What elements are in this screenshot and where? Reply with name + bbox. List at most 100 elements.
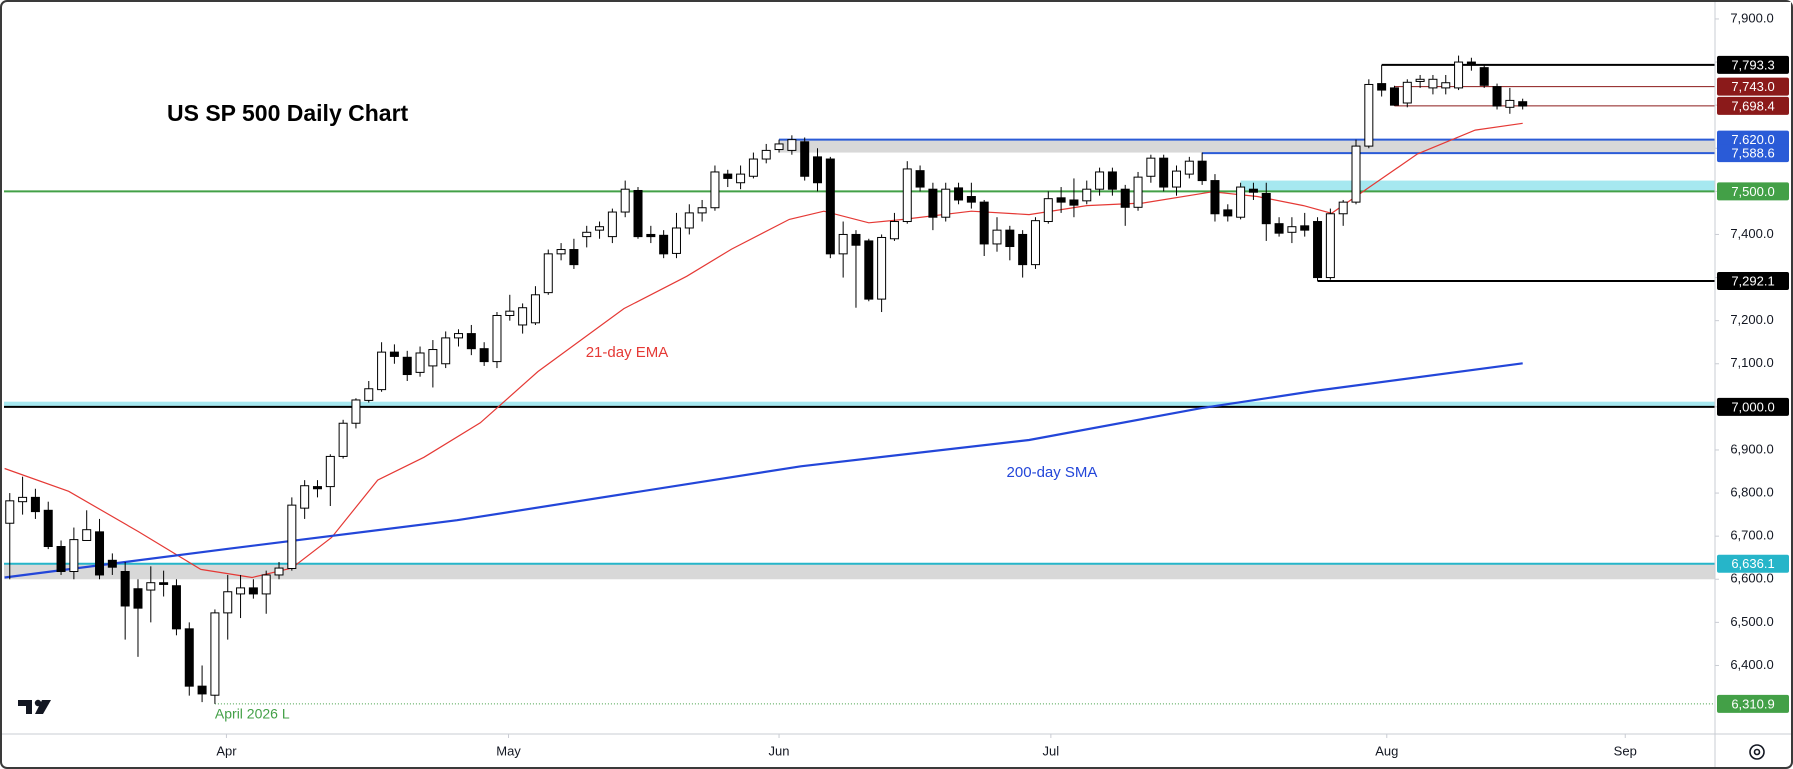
candle-body <box>5 500 15 524</box>
candle-body <box>646 233 656 238</box>
price-tag <box>1717 182 1789 201</box>
plot-area: April 2026 L 21-day EMA 200-day SMA <box>4 55 1715 722</box>
candle-body <box>223 591 233 614</box>
candle-body <box>492 314 502 363</box>
candle-body <box>1351 145 1361 203</box>
candle-body <box>825 158 835 255</box>
candle-body <box>633 189 643 238</box>
candle-body <box>838 233 848 255</box>
candle-body <box>338 422 348 457</box>
x-tick-label: May <box>496 743 521 758</box>
y-tick-label: 6,800.0 <box>1730 485 1773 500</box>
x-tick-label: Apr <box>216 743 237 758</box>
price-tag <box>1717 554 1789 573</box>
candle-body <box>1402 81 1412 104</box>
candle-body <box>928 188 938 218</box>
price-tag <box>1717 55 1789 74</box>
candle-body <box>569 249 579 266</box>
price-tag-label: 6,636.1 <box>1731 556 1774 571</box>
candle-body <box>146 582 156 591</box>
y-tick-label: 7,100.0 <box>1730 355 1773 370</box>
candle-body <box>915 170 925 188</box>
overlay-label: 21-day EMA <box>586 344 669 361</box>
price-tag <box>1717 694 1789 713</box>
zone <box>779 139 1715 153</box>
candle-body <box>120 571 130 607</box>
zone <box>4 401 1715 407</box>
candle-body <box>159 582 169 585</box>
candle-body <box>748 158 758 177</box>
candle-body <box>1159 157 1169 188</box>
candle-body <box>377 351 387 391</box>
y-tick-label: 7,900.0 <box>1730 10 1773 25</box>
candle-body <box>351 399 361 424</box>
y-tick-label: 7,400.0 <box>1730 226 1773 241</box>
candle-body <box>1133 176 1143 208</box>
candle-body <box>69 539 79 573</box>
price-tag-label: 7,793.3 <box>1731 57 1774 72</box>
candle-body <box>684 212 694 229</box>
candle-body <box>1454 61 1464 89</box>
candle-body <box>1274 223 1284 234</box>
candle-body <box>659 234 669 255</box>
candle-body <box>1069 199 1079 206</box>
candle-body <box>620 188 630 213</box>
candle-body <box>274 567 284 576</box>
candle-body <box>402 356 412 376</box>
settings-icon[interactable] <box>1749 744 1765 760</box>
candle-body <box>1377 83 1387 91</box>
candle-body <box>1210 180 1220 215</box>
overlay-line <box>4 122 1523 579</box>
candle-body <box>1146 157 1156 177</box>
candle-body <box>441 337 451 365</box>
candle-body <box>364 388 374 401</box>
candle-body <box>184 628 194 687</box>
y-tick-label: 6,900.0 <box>1730 441 1773 456</box>
candle-body <box>902 168 912 223</box>
candle-body <box>774 143 784 151</box>
candle-body <box>979 201 989 245</box>
x-tick-label: Jun <box>769 743 790 758</box>
price-tag <box>1717 77 1789 96</box>
candle-body <box>389 351 399 357</box>
candle-body <box>992 229 1002 245</box>
candle-body <box>171 585 181 630</box>
price-tag-label: 6,310.9 <box>1731 696 1774 711</box>
y-tick-label: 6,500.0 <box>1730 614 1773 629</box>
candle-body <box>1120 188 1130 208</box>
axes: 6,400.0 6,500.0 6,600.0 6,700.0 6,800.0 6,900… <box>216 2 1791 758</box>
candle-body <box>697 207 707 214</box>
price-tag-label: 7,620.0 <box>1731 132 1774 147</box>
candle-body <box>1313 221 1323 279</box>
candle-body <box>671 227 681 254</box>
candle-body <box>710 171 720 209</box>
zone <box>4 563 1715 580</box>
candle-body <box>582 231 592 238</box>
candle-body <box>1172 170 1182 188</box>
candle-body <box>1441 82 1451 89</box>
candle-body <box>428 349 438 367</box>
x-tick-label: Aug <box>1375 743 1398 758</box>
candle-body <box>851 233 861 246</box>
candle-body <box>107 559 117 568</box>
candle-body <box>966 196 976 203</box>
chart-title: US SP 500 Daily Chart <box>167 100 409 126</box>
y-tick-label: 6,600.0 <box>1730 571 1773 586</box>
candle-body <box>261 574 271 595</box>
zone <box>1240 180 1715 192</box>
candle-body <box>800 141 810 177</box>
candle-body <box>1338 201 1348 215</box>
candle-body <box>505 310 515 316</box>
candle-body <box>82 529 92 541</box>
candle-body <box>877 236 887 300</box>
overlay-line <box>4 362 1523 579</box>
candle-body <box>236 587 246 595</box>
candle-body <box>133 588 143 609</box>
candle-body <box>1030 220 1040 266</box>
candle-body <box>95 531 105 576</box>
x-tick-label: Sep <box>1614 743 1637 758</box>
candle-body <box>18 496 28 503</box>
candle-body <box>197 685 207 695</box>
